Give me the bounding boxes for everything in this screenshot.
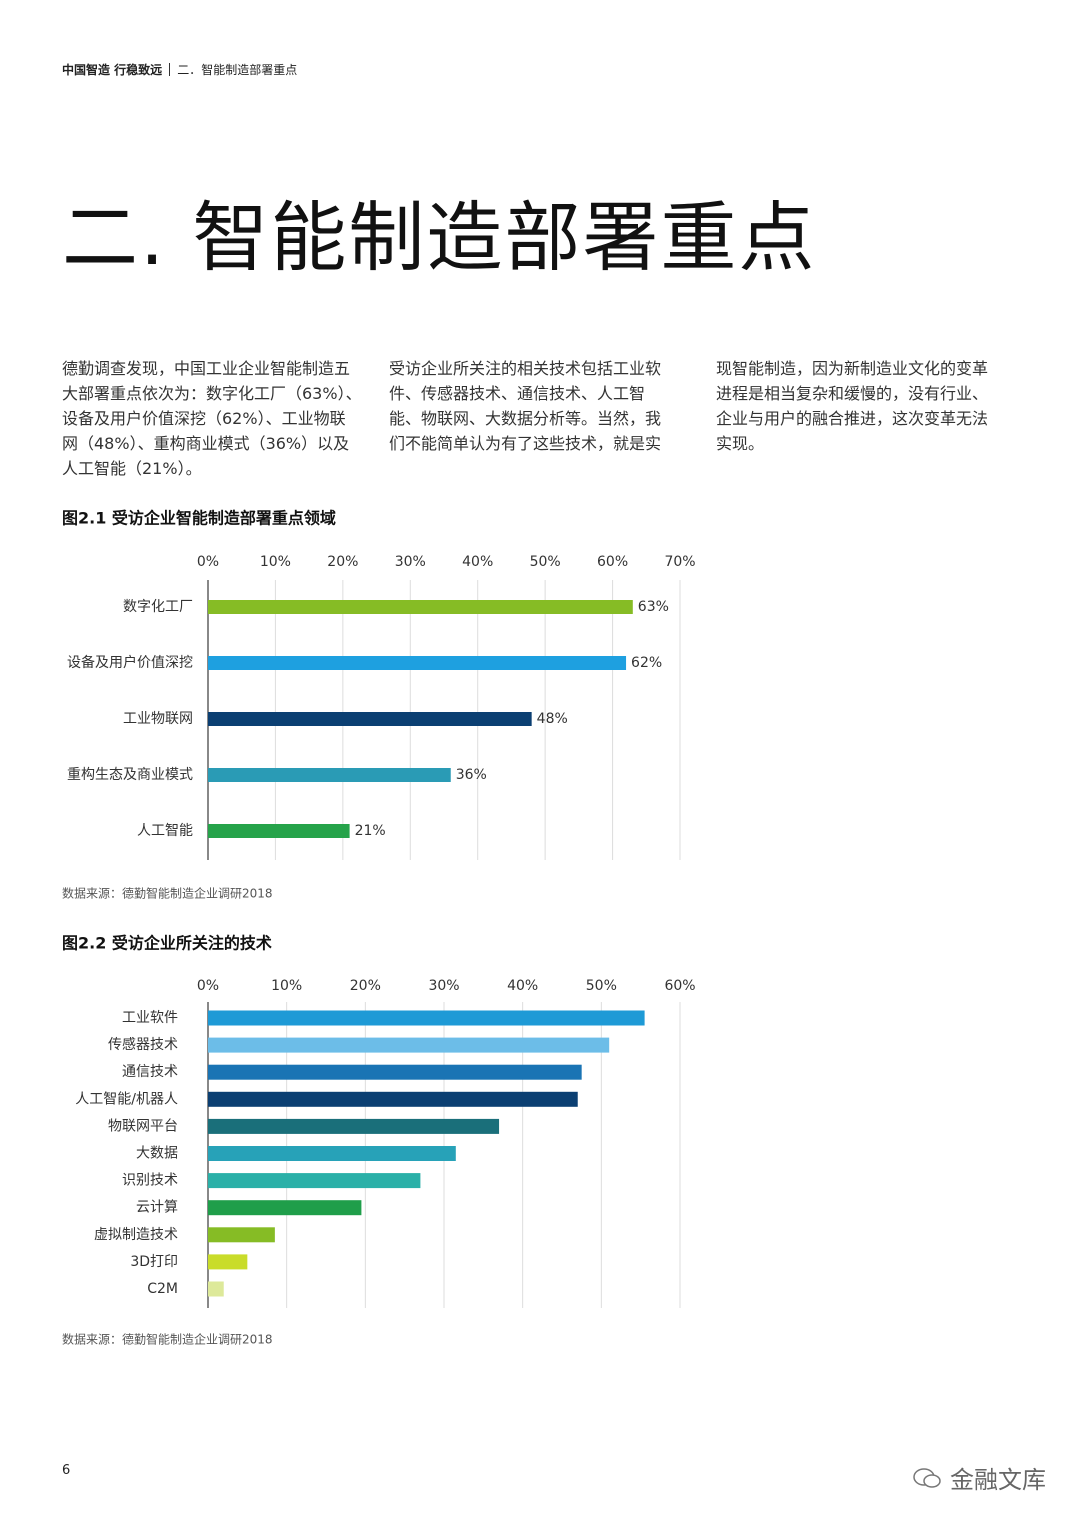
category-label: 识别技术 xyxy=(122,1173,178,1189)
category-label: 3D打印 xyxy=(130,1253,178,1270)
category-label: 物联网平台 xyxy=(108,1118,178,1134)
bar xyxy=(208,600,633,614)
x-tick-label: 30% xyxy=(428,978,459,994)
header-separator xyxy=(169,63,171,76)
text-line: 设备及用户价值深挖（62%）、工业物联 xyxy=(62,409,346,428)
running-header: 中国智造 行稳致远 二．智能制造部署重点 xyxy=(62,61,297,78)
category-label: 人工智能 xyxy=(137,823,193,839)
text-line: 大部署重点依次为：数字化工厂（63%）、 xyxy=(62,384,362,403)
text-line: 件、传感器技术、通信技术、人工智 xyxy=(389,384,646,403)
bar xyxy=(208,656,627,670)
bar xyxy=(208,1281,224,1297)
watermark-text: 金融文库 xyxy=(950,1466,1046,1494)
bar xyxy=(208,1173,421,1189)
value-label: 48% xyxy=(537,711,568,727)
value-label: 63% xyxy=(638,599,669,615)
text-column: 现智能制造，因为新制造业文化的变革 进程是相当复杂和缓慢的，没有行业、 企业与用户的… xyxy=(716,356,1036,456)
category-label: 人工智能/机器人 xyxy=(75,1091,178,1107)
category-label: 工业软件 xyxy=(122,1010,178,1026)
watermark: 金融文库 xyxy=(912,1460,1046,1495)
category-label: 工业物联网 xyxy=(123,711,193,727)
bar xyxy=(208,1037,610,1053)
bar xyxy=(208,1254,248,1270)
text-line: 人工智能（21%）。 xyxy=(62,459,202,478)
x-tick-label: 10% xyxy=(271,978,302,994)
category-label: 通信技术 xyxy=(122,1064,178,1080)
text-line: 们不能简单认为有了这些技术，就是实 xyxy=(389,434,662,453)
category-label: 云计算 xyxy=(136,1200,178,1216)
bar xyxy=(208,712,532,726)
bar xyxy=(208,1146,456,1161)
page-number: 6 xyxy=(62,1463,71,1478)
chart-source: 数据来源：德勤智能制造企业调研2018 xyxy=(62,1332,273,1347)
text-line: 企业与用户的融合推进，这次变革无法 xyxy=(716,409,989,428)
x-tick-label: 60% xyxy=(597,554,628,570)
chart-title: 图2.2 受访企业所关注的技术 xyxy=(62,934,272,953)
category-label: 大数据 xyxy=(136,1146,178,1162)
text-line: 实现。 xyxy=(716,434,765,453)
bar xyxy=(208,768,451,782)
category-label: C2M xyxy=(147,1281,178,1297)
chart-title: 图2.1 受访企业智能制造部署重点领域 xyxy=(62,509,336,528)
category-label: 虚拟制造技术 xyxy=(94,1227,178,1243)
x-tick-label: 20% xyxy=(327,554,358,570)
value-label: 21% xyxy=(355,823,386,839)
x-tick-label: 40% xyxy=(462,554,493,570)
bar xyxy=(208,1200,362,1216)
category-label: 重构生态及商业模式 xyxy=(67,767,193,783)
x-tick-label: 50% xyxy=(586,978,617,994)
text-line: 现智能制造，因为新制造业文化的变革 xyxy=(716,359,989,378)
header-brand: 中国智造 行稳致远 xyxy=(62,63,163,77)
x-tick-label: 40% xyxy=(507,978,538,994)
x-tick-label: 70% xyxy=(664,554,695,570)
text-line: 进程是相当复杂和缓慢的，没有行业、 xyxy=(716,384,989,403)
wechat-icon xyxy=(913,1467,941,1488)
bar xyxy=(208,1091,578,1107)
x-tick-label: 60% xyxy=(664,978,695,994)
text-line: 受访企业所关注的相关技术包括工业软 xyxy=(389,359,662,378)
section-title: 二. 智能制造部署重点 xyxy=(62,193,817,282)
header-section: 二．智能制造部署重点 xyxy=(177,63,298,77)
category-label: 设备及用户价值深挖 xyxy=(67,654,193,671)
text-line: 能、物联网、大数据分析等。当然，我 xyxy=(389,409,662,428)
bar xyxy=(208,1118,500,1134)
x-tick-label: 20% xyxy=(350,978,381,994)
value-label: 36% xyxy=(456,767,487,783)
text-line: 网（48%）、重构商业模式（36%）以及 xyxy=(62,434,350,453)
text-line: 德勤调查发现，中国工业企业智能制造五 xyxy=(62,359,351,378)
bar xyxy=(208,1227,275,1243)
x-tick-label: 50% xyxy=(530,554,561,570)
x-tick-label: 0% xyxy=(197,978,219,994)
chart-source: 数据来源：德勤智能制造企业调研2018 xyxy=(62,886,273,901)
bar xyxy=(208,1064,582,1080)
x-tick-label: 0% xyxy=(197,554,219,570)
category-label: 传感器技术 xyxy=(108,1036,178,1053)
value-label: 62% xyxy=(631,655,662,671)
x-tick-label: 30% xyxy=(395,554,426,570)
text-column: 受访企业所关注的相关技术包括工业软 件、传感器技术、通信技术、人工智 能、物联网、大… xyxy=(389,356,709,456)
bar xyxy=(208,1010,645,1026)
bar xyxy=(208,824,350,838)
text-column: 德勤调查发现，中国工业企业智能制造五 大部署重点依次为：数字化工厂（63%）、 设备… xyxy=(62,356,382,481)
x-tick-label: 10% xyxy=(260,554,291,570)
category-label: 数字化工厂 xyxy=(123,599,193,615)
